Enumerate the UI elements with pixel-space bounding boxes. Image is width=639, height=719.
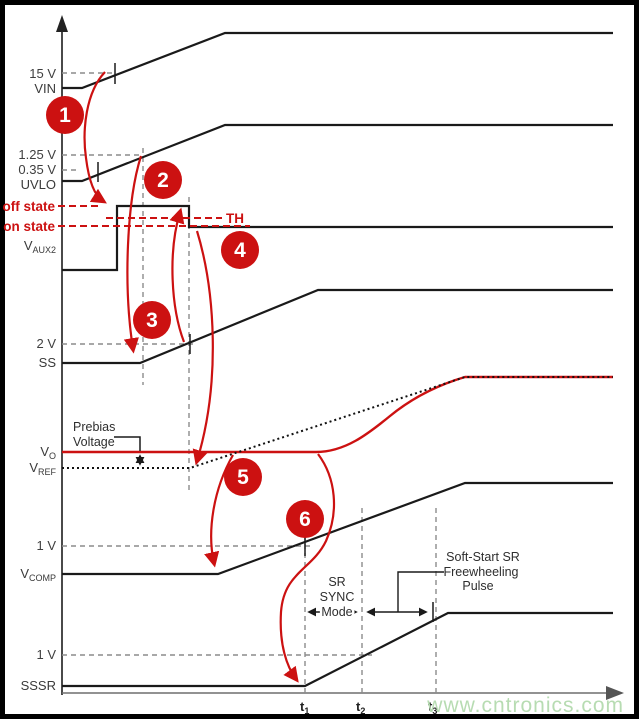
label-vin: VIN — [34, 81, 56, 96]
step-number-1: 1 — [59, 104, 71, 127]
arrow-4-vaux2-to-vref — [192, 230, 214, 466]
step-badge-2: 2 — [144, 161, 182, 199]
step-circle-6 — [286, 500, 324, 538]
arrow-1-vin-to-vaux2 — [83, 71, 107, 204]
label-t2: t2 — [356, 699, 365, 716]
step-circle-5 — [224, 458, 262, 496]
step-number-2: 2 — [157, 169, 169, 192]
waveforms — [62, 31, 613, 688]
time-labels: t1 t2 t3 — [300, 699, 437, 716]
prebias-bracket — [114, 436, 141, 451]
red-threshold-lines — [58, 205, 250, 227]
prebias-callout — [114, 436, 145, 466]
label-th: TH — [226, 211, 244, 226]
label-on-state: on state — [3, 219, 55, 234]
step-number-5: 5 — [237, 466, 249, 489]
watermark: www.cntronics.com — [426, 694, 624, 717]
crossing-ticks — [97, 63, 434, 622]
freewheel-bracket — [397, 571, 444, 612]
label-vcomp: VCOMP — [20, 566, 56, 583]
label-off-state: off state — [2, 199, 55, 214]
prebias-line1: Prebias — [73, 420, 115, 434]
step-number-6: 6 — [299, 508, 311, 531]
sequence-arrows — [83, 71, 336, 683]
label-t1: t1 — [300, 699, 309, 716]
vaux2-waveform — [62, 204, 613, 272]
step-number-4: 4 — [234, 239, 246, 262]
time-axis-arrow-icon — [606, 686, 624, 700]
step-circle-4 — [221, 231, 259, 269]
freewheel-line1: Soft-Start SR — [446, 550, 520, 564]
step-badges: 1 2 3 4 5 6 — [46, 96, 324, 538]
sssr-waveform — [62, 611, 613, 688]
step-number-3: 3 — [146, 309, 158, 332]
arrow-6-vcomp-to-sssr — [279, 453, 336, 683]
label-t3: t3 — [428, 699, 437, 716]
vcomp-waveform — [62, 481, 613, 576]
step-badge-5: 5 — [224, 458, 262, 496]
voltage-axis-arrow-icon — [56, 15, 68, 32]
arrow-2-uvlo-to-ss — [123, 155, 143, 354]
label-vin-level: 15 V — [29, 66, 56, 81]
label-uvlo-low: 0.35 V — [18, 162, 56, 177]
freewheel-line3: Pulse — [462, 579, 493, 593]
vin-waveform — [62, 31, 613, 90]
ss-waveform — [62, 288, 613, 365]
uvlo-waveform — [62, 123, 613, 183]
prebias-line2: Voltage — [73, 435, 115, 449]
step-circle-2 — [144, 161, 182, 199]
step-circle-1 — [46, 96, 84, 134]
label-uvlo: UVLO — [21, 177, 56, 192]
label-sssr: SSSR — [21, 678, 56, 693]
freewheel-label: Soft-Start SR Freewheeling Pulse — [443, 550, 519, 593]
arrow-5-vo-to-vcomp — [204, 454, 234, 568]
prebias-label: Prebias Voltage — [73, 420, 115, 449]
step-badge-4: 4 — [221, 231, 259, 269]
label-uvlo-high: 1.25 V — [18, 147, 56, 162]
sr-sync-line3: Mode — [321, 605, 352, 619]
label-ss: SS — [39, 355, 57, 370]
arrow-3-ss-to-vaux2 — [169, 207, 186, 343]
step-circle-3 — [133, 301, 171, 339]
sr-sync-line1: SR — [328, 575, 345, 589]
vo-waveform — [62, 375, 613, 454]
step-badge-1: 1 — [46, 96, 84, 134]
sr-sync-annotation — [307, 571, 444, 617]
signal-labels: 15 V VIN 1.25 V 0.35 V UVLO off state on… — [2, 66, 56, 693]
vref-dotted-waveform — [62, 376, 613, 469]
step-badge-3: 3 — [133, 301, 171, 339]
step-badge-6: 6 — [286, 500, 324, 538]
sr-sync-label: SR SYNC Mode — [319, 575, 355, 622]
label-sssr-level: 1 V — [36, 647, 56, 662]
label-vref: VREF — [29, 460, 56, 477]
freewheel-line2: Freewheeling — [443, 565, 518, 579]
label-ss-level: 2 V — [36, 336, 56, 351]
label-vo: VO — [40, 444, 56, 461]
label-vcomp-level: 1 V — [36, 538, 56, 553]
label-vaux2: VAUX2 — [24, 238, 56, 255]
sr-sync-line2: SYNC — [320, 590, 355, 604]
